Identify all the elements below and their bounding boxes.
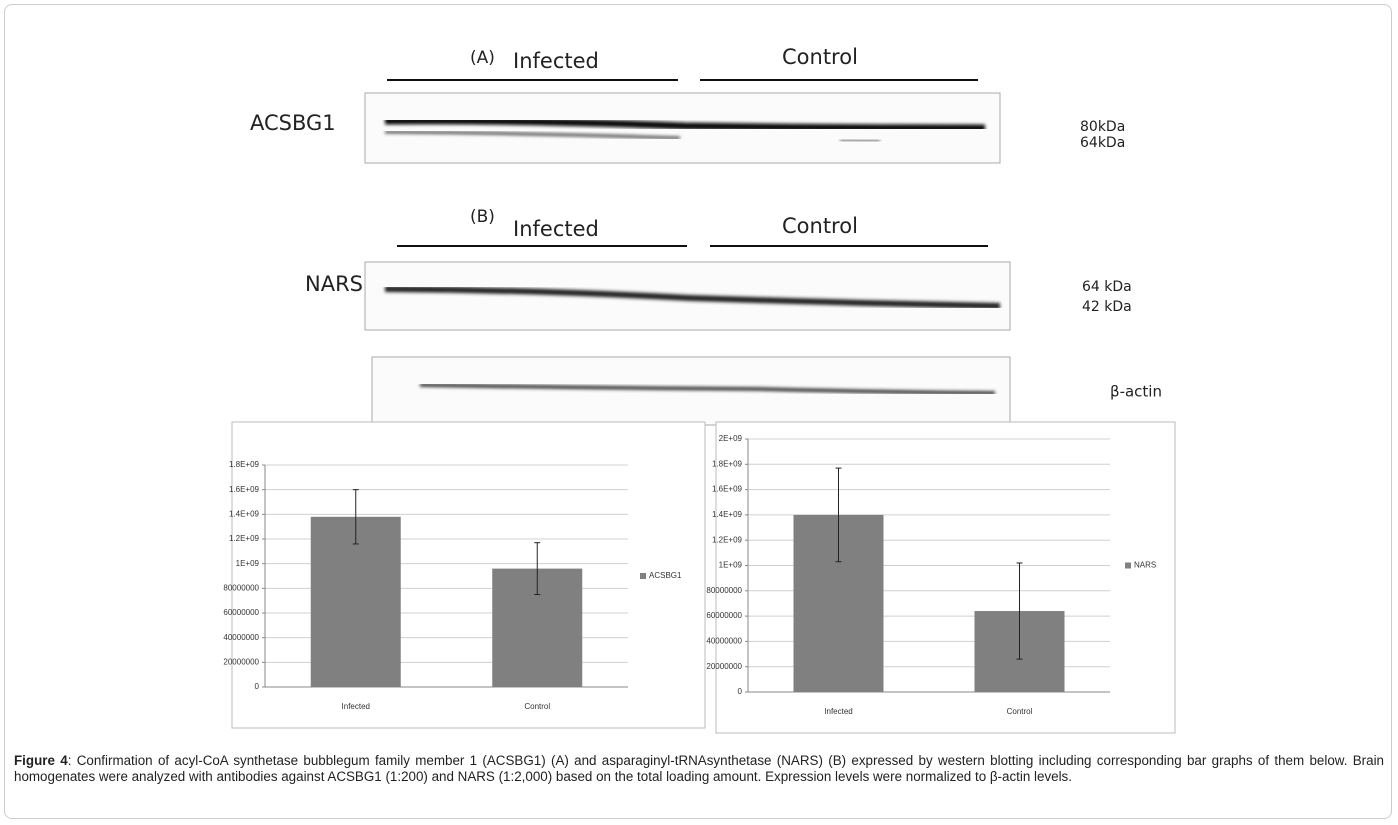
y-tick-label: 20000000 <box>223 657 259 666</box>
y-tick-label: 60000000 <box>223 608 259 617</box>
y-tick-label: 1.8E+09 <box>229 460 260 469</box>
panel-label: (B) <box>470 207 495 227</box>
y-tick-label: 2E+09 <box>719 434 743 443</box>
y-tick-label: 0 <box>255 682 260 691</box>
y-tick-label: 0 <box>738 687 743 696</box>
y-tick-label: 80000000 <box>223 583 259 592</box>
band <box>840 140 880 141</box>
caption-label: Figure 4 <box>14 753 68 768</box>
y-tick-label: 1.4E+09 <box>712 510 743 519</box>
y-tick-label: 1.6E+09 <box>712 485 743 494</box>
panel-label: (A) <box>470 48 495 68</box>
marker-label: 64kDa <box>1080 135 1125 151</box>
group-label: Control <box>782 45 858 69</box>
legend-swatch <box>640 573 646 579</box>
marker-label: β-actin <box>1110 383 1162 401</box>
legend-label: NARS <box>1134 561 1156 570</box>
y-tick-label: 1E+09 <box>236 559 260 568</box>
y-tick-label: 1.2E+09 <box>712 535 743 544</box>
y-tick-label: 20000000 <box>706 662 742 671</box>
protein-label: ACSBG1 <box>250 111 336 135</box>
x-tick-label: Control <box>524 702 550 711</box>
group-label: Infected <box>513 217 599 241</box>
figure: (A) Infected Control ACSBG1 80kDa 64kDa … <box>0 0 1398 750</box>
y-tick-label: 40000000 <box>223 633 259 642</box>
group-label: Infected <box>513 49 599 73</box>
y-tick-label: 1.4E+09 <box>229 509 260 518</box>
legend-label: ACSBG1 <box>649 571 682 580</box>
x-tick-label: Infected <box>342 702 370 711</box>
marker-label: 42 kDa <box>1082 299 1132 315</box>
marker-label: 64 kDa <box>1082 279 1132 295</box>
chart-frame <box>232 422 705 728</box>
y-tick-label: 40000000 <box>706 637 742 646</box>
y-tick-label: 80000000 <box>706 586 742 595</box>
caption-text: : Confirmation of acyl-CoA synthetase bu… <box>14 753 1384 784</box>
legend-swatch <box>1125 563 1131 569</box>
chart-frame <box>716 422 1175 733</box>
y-tick-label: 1.6E+09 <box>229 485 260 494</box>
group-label: Control <box>782 214 858 238</box>
marker-label: 80kDa <box>1080 119 1125 135</box>
x-tick-label: Infected <box>824 707 852 716</box>
protein-label: NARS <box>305 272 363 296</box>
y-tick-label: 1E+09 <box>719 561 743 570</box>
y-tick-label: 60000000 <box>706 611 742 620</box>
caption: Figure 4: Confirmation of acyl-CoA synth… <box>14 753 1384 785</box>
y-tick-label: 1.2E+09 <box>229 534 260 543</box>
x-tick-label: Control <box>1007 707 1033 716</box>
y-tick-label: 1.8E+09 <box>712 459 743 468</box>
